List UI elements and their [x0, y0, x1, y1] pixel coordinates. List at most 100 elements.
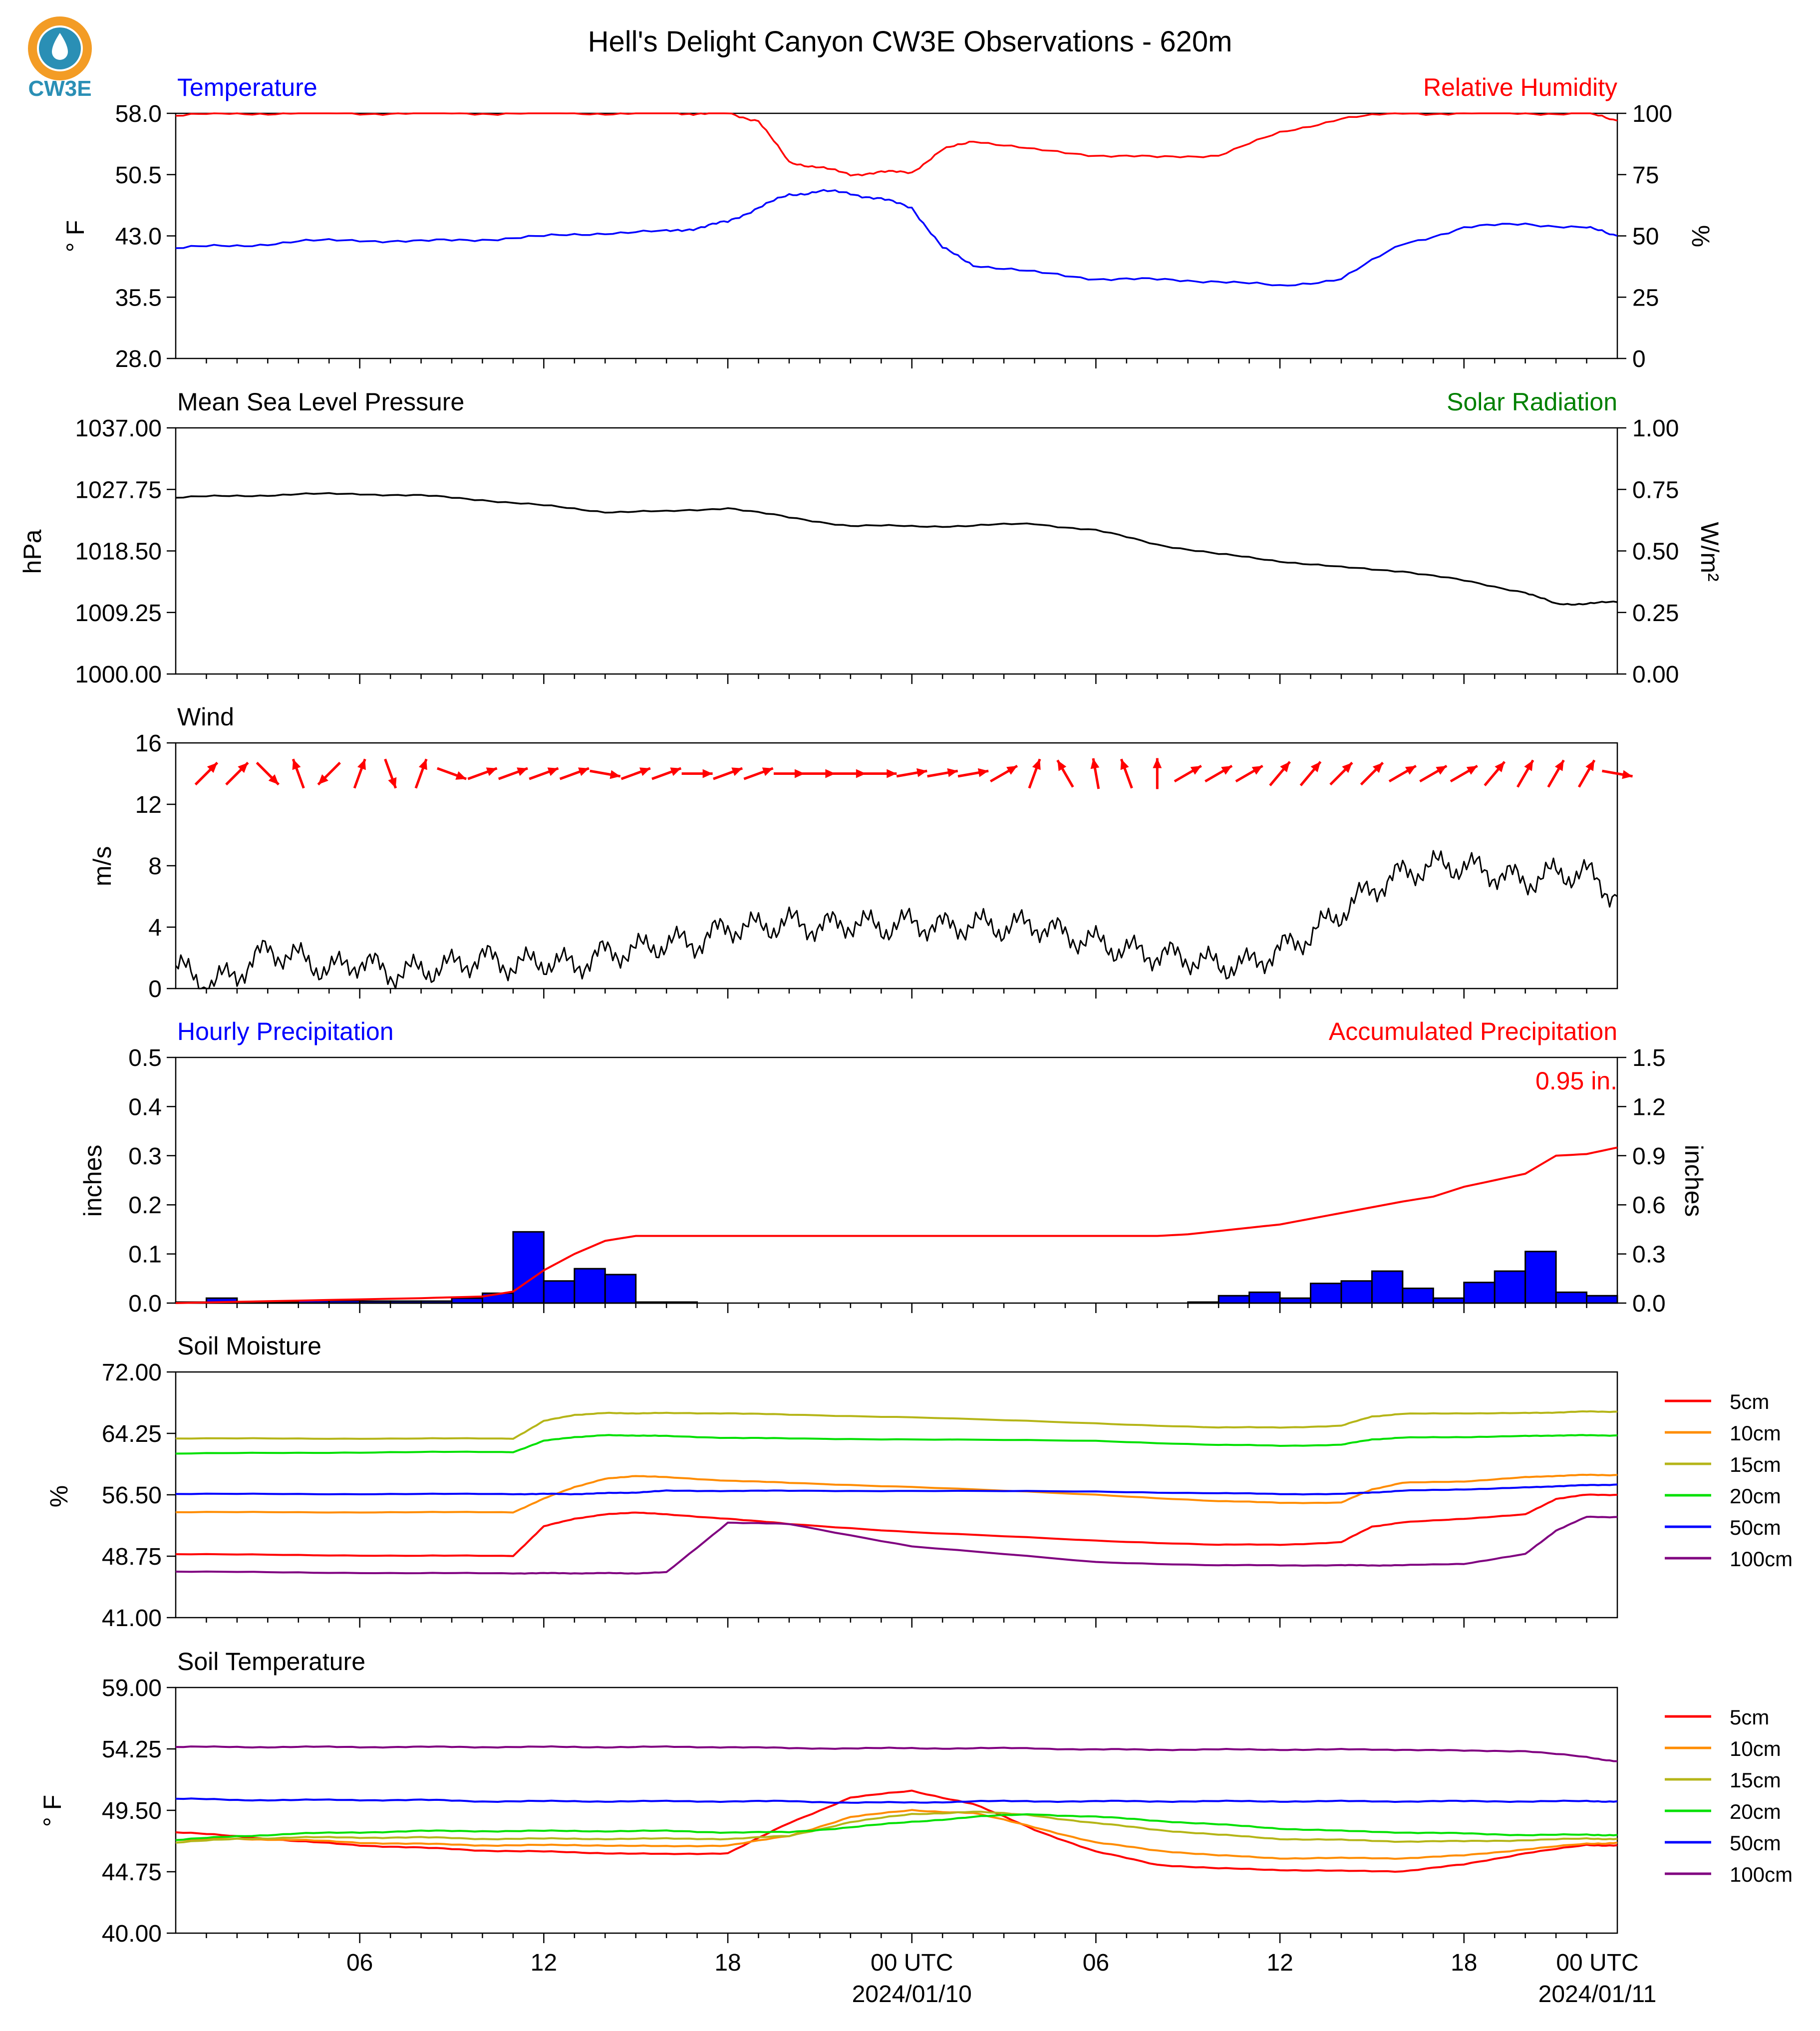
series-line-wind-speed	[175, 850, 1618, 990]
series-line-10cm	[175, 1473, 1618, 1514]
series-line-accumulated-precipitation	[175, 1146, 1618, 1304]
wind-arrow	[1174, 764, 1202, 783]
plot-frame	[175, 1056, 1618, 1304]
y-axis-label-left: inches	[79, 1145, 107, 1217]
wind-arrow-head	[1622, 770, 1633, 779]
wind-arrow	[773, 769, 805, 778]
series-line-temperature	[175, 189, 1618, 287]
y-tick-label: 1009.25	[75, 600, 162, 627]
panel-title-right: Accumulated Precipitation	[1329, 1017, 1617, 1045]
legend-label: 10cm	[1730, 1421, 1781, 1445]
wind-arrow	[1056, 759, 1074, 788]
y-tick-label: 64.25	[102, 1421, 162, 1447]
y-axis-label-right: W/m²	[1696, 522, 1724, 581]
panel-marks	[175, 758, 1633, 990]
series-line-50cm	[175, 1483, 1618, 1496]
wind-arrow	[1484, 761, 1506, 786]
precip-bar	[389, 1300, 422, 1304]
wind-arrow	[384, 758, 397, 789]
series-line-100cm	[175, 1515, 1618, 1575]
legend-label: 5cm	[1730, 1705, 1769, 1729]
wind-arrow	[1153, 758, 1162, 789]
panel-marks	[175, 1146, 1618, 1304]
y-tick-label: 0.4	[128, 1094, 162, 1120]
panel-marks	[175, 112, 1618, 287]
wind-arrow-head	[268, 774, 279, 785]
wind-arrow	[866, 769, 897, 778]
wind-arrow-head	[947, 768, 958, 777]
wind-arrow	[1299, 761, 1322, 786]
y-tick-label: 41.00	[102, 1605, 162, 1632]
wind-arrow	[1388, 764, 1417, 783]
y-tick-label-right: 25	[1632, 285, 1659, 311]
wind-arrow	[353, 758, 366, 789]
wind-arrow-head	[1153, 758, 1162, 768]
precip-bar	[512, 1231, 545, 1304]
precip-bar	[1586, 1295, 1618, 1304]
precip-bar	[359, 1300, 391, 1304]
wind-arrow	[317, 761, 341, 786]
wind-arrow-head	[238, 762, 248, 773]
x-tick-label: 06	[346, 1950, 373, 1976]
y-tick-label: 4	[148, 915, 162, 941]
series-line-100cm	[175, 1745, 1618, 1762]
panel-temperature: Temperature Relative Humidity ° F % 58.0…	[61, 73, 1715, 372]
y-tick-label: 16	[135, 730, 162, 757]
y-tick-label: 28.0	[115, 346, 162, 372]
wind-arrow-head	[916, 768, 927, 777]
series-line-5cm	[175, 1493, 1618, 1557]
series-line-15cm	[175, 1410, 1618, 1440]
wind-arrow-head	[1436, 766, 1447, 775]
precip-bar	[328, 1300, 361, 1304]
panel-axes: 16 12 8 4 0	[135, 730, 1618, 1003]
y-axis-label-right: %	[1687, 225, 1715, 247]
y-tick-label: 12	[135, 792, 162, 818]
y-axis-label-left: %	[45, 1485, 73, 1507]
wind-arrow	[1120, 758, 1133, 789]
y-axis-label-left: ° F	[38, 1795, 66, 1827]
precip-bar	[1555, 1291, 1588, 1304]
precip-bar	[635, 1301, 667, 1304]
x-axis-labels: 06 12 18 00 UTC 06 12 18 00 UTC 2024/01/10 2024/0…	[346, 1950, 1656, 2008]
y-tick-label: 0.1	[128, 1242, 162, 1268]
legend-label: 100cm	[1730, 1547, 1793, 1571]
wind-arrow-head	[977, 768, 989, 777]
legend-label: 20cm	[1730, 1800, 1781, 1823]
x-tick-label: 00 UTC	[871, 1950, 953, 1976]
y-axis-label-left: hPa	[18, 529, 46, 574]
wind-arrow-head	[1466, 766, 1478, 775]
y-tick-label: 0.0	[128, 1291, 162, 1317]
wind-arrow	[1450, 764, 1478, 783]
wind-arrow	[927, 768, 958, 778]
y-tick-label-right: 100	[1632, 101, 1672, 127]
wind-arrow	[1547, 759, 1565, 788]
wind-arrow	[957, 768, 989, 778]
y-tick-label: 35.5	[115, 285, 162, 311]
panel-title-left: Wind	[177, 703, 234, 731]
series-line-relative-humidity	[175, 112, 1618, 177]
series-line-10cm	[175, 1809, 1618, 1860]
panel-title-left: Soil Moisture	[177, 1332, 321, 1360]
y-tick-label-right: 0.00	[1632, 662, 1679, 688]
legend-label: 50cm	[1730, 1831, 1781, 1855]
panel-title-right: Relative Humidity	[1423, 73, 1617, 101]
wind-arrow-head	[547, 767, 559, 776]
wind-arrow-head	[1006, 766, 1017, 775]
y-tick-label-right: 0.9	[1632, 1143, 1666, 1170]
series-line-20cm	[175, 1434, 1618, 1455]
wind-arrow-head	[1524, 760, 1533, 771]
panel-title-left: Hourly Precipitation	[177, 1017, 394, 1045]
precip-bar	[1524, 1251, 1557, 1304]
wind-arrow-head	[1342, 762, 1352, 773]
wind-arrow-head	[639, 767, 650, 776]
wind-arrow	[1419, 764, 1448, 783]
series-line-50cm	[175, 1797, 1618, 1804]
x-tick-label: 12	[531, 1950, 557, 1976]
precip-bar	[1340, 1280, 1373, 1304]
wind-arrow-head	[207, 762, 218, 773]
wind-arrow-head	[1251, 766, 1263, 775]
y-tick-label: 50.5	[115, 162, 162, 189]
wind-arrow-head	[1495, 761, 1505, 772]
legend-label: 50cm	[1730, 1516, 1781, 1539]
y-tick-label-right: 1.5	[1632, 1045, 1666, 1071]
